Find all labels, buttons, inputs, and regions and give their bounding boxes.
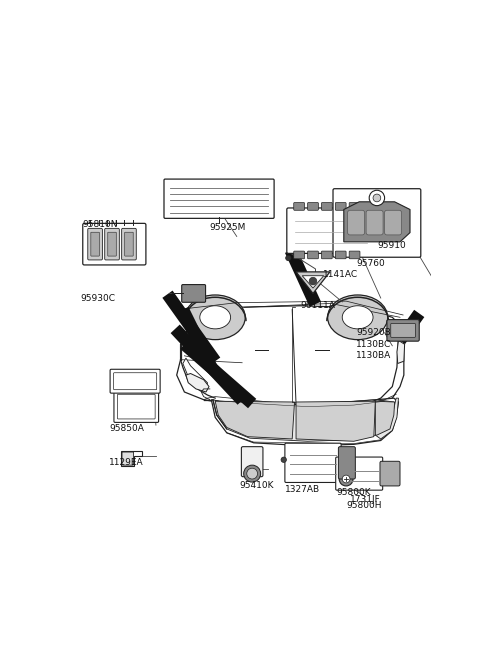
Polygon shape xyxy=(302,276,324,288)
FancyBboxPatch shape xyxy=(380,461,400,486)
Text: 95930C: 95930C xyxy=(81,293,116,303)
Text: 1130BC: 1130BC xyxy=(356,340,391,348)
FancyBboxPatch shape xyxy=(287,208,374,253)
Circle shape xyxy=(369,190,384,206)
FancyBboxPatch shape xyxy=(333,189,421,257)
FancyBboxPatch shape xyxy=(366,210,383,235)
Polygon shape xyxy=(215,402,295,439)
FancyBboxPatch shape xyxy=(338,447,355,479)
FancyBboxPatch shape xyxy=(336,457,383,490)
Text: 1731JF: 1731JF xyxy=(350,495,381,504)
FancyBboxPatch shape xyxy=(114,373,156,390)
FancyBboxPatch shape xyxy=(118,394,155,419)
Circle shape xyxy=(342,475,350,483)
Circle shape xyxy=(309,277,317,285)
Text: 95810N: 95810N xyxy=(83,220,118,229)
FancyBboxPatch shape xyxy=(108,233,116,256)
FancyBboxPatch shape xyxy=(336,202,346,210)
FancyBboxPatch shape xyxy=(294,202,304,210)
Text: 95920B: 95920B xyxy=(356,328,391,337)
Circle shape xyxy=(286,255,291,261)
FancyBboxPatch shape xyxy=(308,251,318,259)
Circle shape xyxy=(339,472,353,486)
FancyBboxPatch shape xyxy=(122,452,133,465)
FancyBboxPatch shape xyxy=(241,447,263,477)
Text: 1129EA: 1129EA xyxy=(109,458,144,466)
FancyBboxPatch shape xyxy=(110,369,160,393)
Text: 95910: 95910 xyxy=(377,241,406,250)
Polygon shape xyxy=(213,400,394,441)
Text: 95800K: 95800K xyxy=(337,489,372,497)
Polygon shape xyxy=(186,373,209,392)
FancyBboxPatch shape xyxy=(164,179,274,218)
Ellipse shape xyxy=(185,295,245,340)
FancyBboxPatch shape xyxy=(88,229,102,260)
Polygon shape xyxy=(296,402,375,441)
Text: 95850A: 95850A xyxy=(109,424,144,434)
FancyBboxPatch shape xyxy=(387,320,419,341)
FancyBboxPatch shape xyxy=(322,202,332,210)
Text: 96111A: 96111A xyxy=(300,301,335,310)
Ellipse shape xyxy=(342,306,373,329)
Ellipse shape xyxy=(200,306,230,329)
FancyBboxPatch shape xyxy=(121,229,136,260)
Polygon shape xyxy=(183,358,207,389)
Text: 1141AC: 1141AC xyxy=(323,271,358,280)
Circle shape xyxy=(373,194,381,202)
FancyBboxPatch shape xyxy=(336,251,346,259)
FancyBboxPatch shape xyxy=(294,251,304,259)
FancyBboxPatch shape xyxy=(348,210,365,235)
Polygon shape xyxy=(121,451,142,466)
FancyBboxPatch shape xyxy=(322,251,332,259)
Polygon shape xyxy=(211,398,398,446)
Circle shape xyxy=(244,465,261,482)
Text: 95760: 95760 xyxy=(356,259,385,268)
Text: 1130BA: 1130BA xyxy=(356,350,391,360)
Text: 1327AB: 1327AB xyxy=(285,485,320,493)
Polygon shape xyxy=(177,306,404,407)
Polygon shape xyxy=(296,272,330,293)
FancyBboxPatch shape xyxy=(349,202,360,210)
Text: 95925M: 95925M xyxy=(210,223,246,232)
FancyBboxPatch shape xyxy=(391,324,415,337)
FancyBboxPatch shape xyxy=(105,229,120,260)
Circle shape xyxy=(281,457,287,462)
Polygon shape xyxy=(397,341,405,364)
Circle shape xyxy=(247,468,258,479)
FancyBboxPatch shape xyxy=(125,233,133,256)
FancyBboxPatch shape xyxy=(91,233,99,256)
Polygon shape xyxy=(375,402,395,435)
Polygon shape xyxy=(344,202,410,242)
Polygon shape xyxy=(375,398,398,439)
FancyBboxPatch shape xyxy=(308,202,318,210)
FancyBboxPatch shape xyxy=(182,284,205,303)
FancyBboxPatch shape xyxy=(83,223,146,265)
FancyBboxPatch shape xyxy=(349,251,360,259)
FancyBboxPatch shape xyxy=(114,391,158,422)
FancyBboxPatch shape xyxy=(384,210,402,235)
Text: 95800H: 95800H xyxy=(346,502,382,510)
Ellipse shape xyxy=(328,295,388,340)
Text: 95410K: 95410K xyxy=(240,481,275,490)
FancyBboxPatch shape xyxy=(285,443,341,483)
